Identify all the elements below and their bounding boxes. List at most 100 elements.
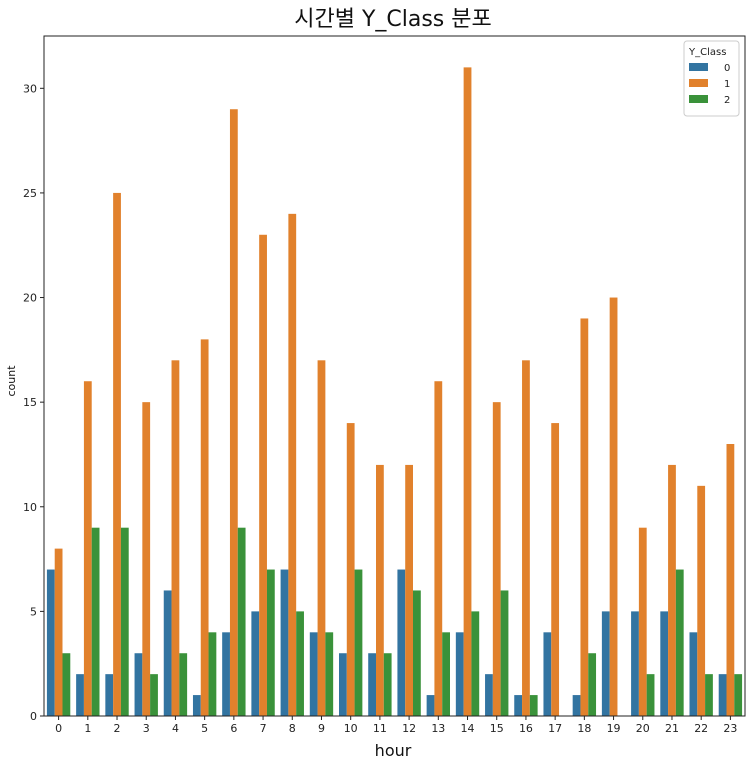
x-axis-label: hour <box>375 741 412 760</box>
bar-hour-11-class-1 <box>376 464 384 716</box>
bar-hour-1-class-0 <box>76 674 84 716</box>
x-tick-label: 20 <box>636 722 650 735</box>
bar-hour-13-class-2 <box>442 632 450 716</box>
bar-hour-6-class-0 <box>222 632 230 716</box>
bar-hour-11-class-0 <box>368 653 376 716</box>
legend-swatch-1 <box>689 79 708 87</box>
legend: Y_Class 0 1 2 <box>683 40 740 117</box>
x-tick-label: 15 <box>490 722 504 735</box>
x-tick-label: 1 <box>84 722 91 735</box>
bar-hour-22-class-1 <box>697 485 706 716</box>
bar-hour-16-class-1 <box>522 360 530 716</box>
y-tick-label: 15 <box>23 396 37 409</box>
bar-hour-1-class-1 <box>83 381 92 716</box>
bar-hour-9-class-1 <box>317 360 326 716</box>
bar-hour-15-class-1 <box>492 402 501 716</box>
legend-label-1: 1 <box>724 79 730 90</box>
bar-hour-23-class-2 <box>734 674 743 716</box>
x-tick-label: 16 <box>519 722 533 735</box>
x-tick-label: 22 <box>694 722 708 735</box>
x-tick-label: 12 <box>402 722 416 735</box>
bar-hour-20-class-0 <box>631 611 639 716</box>
bar-hour-5-class-0 <box>192 695 201 716</box>
bar-hour-0-class-2 <box>62 653 71 716</box>
bar-hour-7-class-2 <box>266 569 275 716</box>
bar-hour-3-class-0 <box>134 653 143 716</box>
x-tick-label: 9 <box>318 722 325 735</box>
bar-hour-12-class-1 <box>405 464 413 716</box>
bar-hour-5-class-2 <box>208 632 217 716</box>
bar-hour-14-class-1 <box>463 67 472 716</box>
legend-swatch-2 <box>689 95 708 103</box>
bar-hour-3-class-1 <box>142 402 151 716</box>
bar-hour-13-class-0 <box>426 695 435 716</box>
bar-hour-9-class-2 <box>325 632 334 716</box>
bar-hour-17-class-0 <box>543 632 552 716</box>
x-tick-label: 19 <box>607 722 621 735</box>
x-tick-label: 21 <box>665 722 679 735</box>
x-tick-label: 0 <box>55 722 62 735</box>
y-tick-label: 10 <box>23 501 37 514</box>
x-tick-label: 6 <box>230 722 237 735</box>
bar-hour-21-class-0 <box>660 611 669 716</box>
bar-hour-2-class-2 <box>120 527 129 716</box>
bar-hour-8-class-2 <box>296 611 304 716</box>
x-tick-label: 17 <box>548 722 562 735</box>
bar-hour-16-class-0 <box>514 695 523 716</box>
bar-hour-19-class-0 <box>601 611 610 716</box>
bar-hour-7-class-1 <box>259 234 267 716</box>
bar-hour-10-class-0 <box>339 653 347 716</box>
bar-hour-1-class-2 <box>91 527 100 716</box>
bar-hour-8-class-1 <box>288 213 297 716</box>
bar-hour-8-class-0 <box>280 569 289 716</box>
chart-title: 시간별 Y_Class 분포 <box>294 7 492 32</box>
bar-hour-14-class-2 <box>471 611 480 716</box>
bar-hour-18-class-2 <box>588 653 597 716</box>
x-tick-label: 18 <box>577 722 591 735</box>
bar-hour-5-class-1 <box>200 339 209 716</box>
bar-hour-4-class-1 <box>171 360 180 716</box>
bar-hour-0-class-1 <box>54 548 63 716</box>
bar-hour-11-class-2 <box>383 653 392 716</box>
bar-hour-20-class-1 <box>638 527 647 716</box>
bar-hour-20-class-2 <box>646 674 655 716</box>
bar-hour-9-class-0 <box>309 632 318 716</box>
x-tick-label: 23 <box>723 722 737 735</box>
bar-hour-6-class-1 <box>229 109 238 717</box>
x-tick-label: 13 <box>431 722 445 735</box>
y-tick-label: 0 <box>30 710 37 723</box>
bar-hour-4-class-0 <box>163 590 172 716</box>
bar-hour-0-class-0 <box>46 569 55 716</box>
legend-title: Y_Class <box>688 47 726 58</box>
bar-hour-12-class-0 <box>397 569 406 716</box>
bar-hour-10-class-1 <box>346 423 355 716</box>
legend-swatch-0 <box>689 63 708 71</box>
bar-hour-21-class-2 <box>675 569 684 716</box>
x-tick-label: 3 <box>143 722 150 735</box>
y-tick-label: 5 <box>30 605 37 618</box>
y-tick-label: 25 <box>23 187 37 200</box>
x-tick-label: 7 <box>260 722 267 735</box>
bar-hour-23-class-0 <box>718 674 727 716</box>
bar-hour-23-class-1 <box>726 444 735 716</box>
bar-hour-6-class-2 <box>237 527 246 716</box>
bar-hour-12-class-2 <box>413 590 421 716</box>
bar-hour-16-class-2 <box>529 695 538 716</box>
x-tick-label: 11 <box>373 722 387 735</box>
bar-hour-3-class-2 <box>150 674 158 716</box>
x-tick-label: 5 <box>201 722 208 735</box>
axes-frame <box>43 35 746 717</box>
bar-hour-19-class-1 <box>609 297 618 716</box>
x-tick-label: 8 <box>289 722 296 735</box>
y-axis-label: count <box>5 365 18 397</box>
x-tick-label: 4 <box>172 722 179 735</box>
legend-label-0: 0 <box>724 63 730 74</box>
bar-hour-18-class-0 <box>572 695 581 716</box>
x-tick-label: 10 <box>344 722 358 735</box>
bar-hour-7-class-0 <box>251 611 260 716</box>
bar-hour-15-class-0 <box>485 674 493 716</box>
y-tick-label: 20 <box>23 292 37 305</box>
bar-hour-15-class-2 <box>500 590 509 716</box>
